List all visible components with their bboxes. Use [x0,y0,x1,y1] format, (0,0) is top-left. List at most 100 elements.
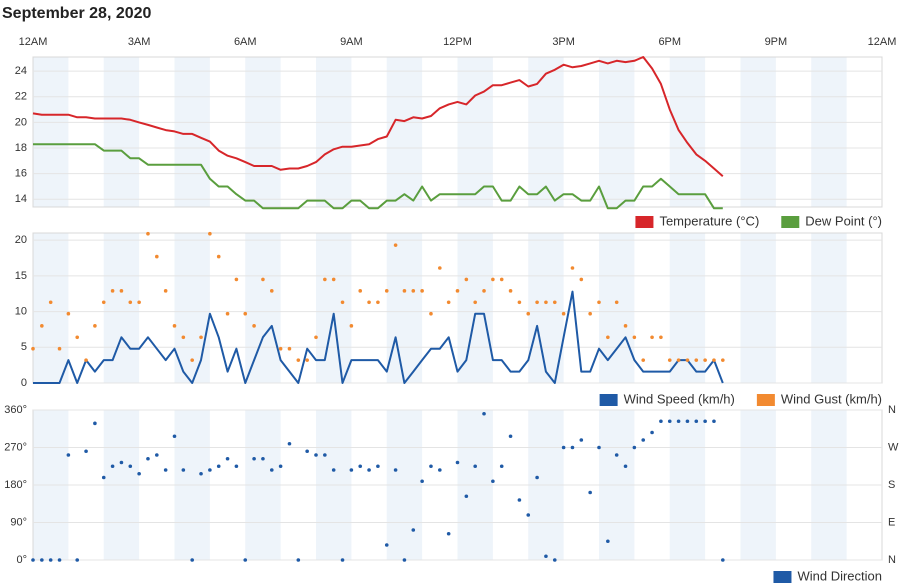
data-point [623,324,628,328]
data-point [703,419,707,424]
data-point [597,445,601,450]
data-point [119,289,124,293]
data-point [588,490,592,495]
legend-label: Wind Speed (km/h) [624,391,735,406]
data-point [446,300,451,305]
data-point [482,411,486,416]
data-point [535,300,539,305]
data-point [482,289,486,293]
data-point [667,358,672,362]
y-tick-label: 0 [21,377,27,389]
y-tick-label: 5 [21,341,27,353]
data-point [31,558,35,562]
data-point [269,468,274,472]
data-point [411,289,416,293]
data-point [181,468,186,472]
data-point [455,289,460,293]
series-line [33,290,724,384]
hour-band [33,57,69,207]
data-point [676,419,681,424]
data-point [358,289,363,293]
data-point [75,335,80,340]
data-point [393,243,398,247]
data-point [101,475,106,480]
data-point [544,554,548,559]
data-point [694,419,699,424]
hour-band [103,233,140,383]
data-point [128,300,133,305]
data-point [446,531,451,536]
data-point [526,311,531,316]
hour-band [740,233,776,383]
y2-tick-label: N [888,404,896,416]
hour-band [386,57,423,207]
data-point [296,558,301,562]
data-point [659,335,663,340]
hour-band [599,233,635,383]
y-tick-label: 16 [15,168,27,180]
data-point [712,358,716,362]
legend-label: Dew Point (°) [805,213,882,228]
data-point [455,460,460,465]
y-tick-label: 360° [4,404,27,416]
data-point [491,479,495,484]
data-point [561,311,566,316]
y2-tick-label: W [888,441,899,453]
data-point [411,528,416,532]
series-line [33,143,723,210]
data-point [75,558,80,562]
data-point [340,300,345,305]
data-point [208,231,212,236]
data-point [376,300,380,305]
hour-band [174,233,210,383]
hour-band [811,233,847,383]
data-point [155,453,159,457]
data-point [305,449,309,454]
data-point [588,311,592,316]
hour-band [740,57,776,207]
data-point [384,289,389,293]
data-point [172,324,177,328]
data-point [703,358,707,362]
data-point [199,471,203,476]
data-point [349,324,354,328]
data-point [685,358,690,362]
y-tick-label: 10 [15,305,27,317]
data-point [632,335,637,340]
data-point [66,453,71,457]
data-point [331,277,336,282]
data-point [305,358,309,362]
data-point [101,300,106,305]
data-point [163,468,168,472]
series-line [32,56,724,177]
background [32,56,883,561]
data-point [84,358,88,362]
data-point [331,468,336,472]
data-point [570,266,575,270]
data-point [552,300,557,305]
data-point [340,558,345,562]
data-point [517,498,522,502]
data-point [570,445,575,450]
data-point [314,335,318,340]
hour-band [316,233,352,383]
hour-band [457,57,493,207]
x-tick-label: 12PM [443,36,472,48]
data-point [508,289,513,293]
data-point [252,456,256,461]
data-point [499,277,504,282]
data-point [234,277,239,282]
data-point [287,346,292,351]
data-point [278,464,283,469]
data-point [57,346,62,351]
data-point [216,254,221,259]
data-point [172,434,177,439]
x-tick-label: 12AM [19,36,48,48]
data-point [31,346,35,351]
data-point [190,358,194,362]
data-point [190,558,194,562]
data-point [438,266,442,270]
data-point [659,419,663,424]
data-point [614,300,619,305]
data-point [261,456,265,461]
